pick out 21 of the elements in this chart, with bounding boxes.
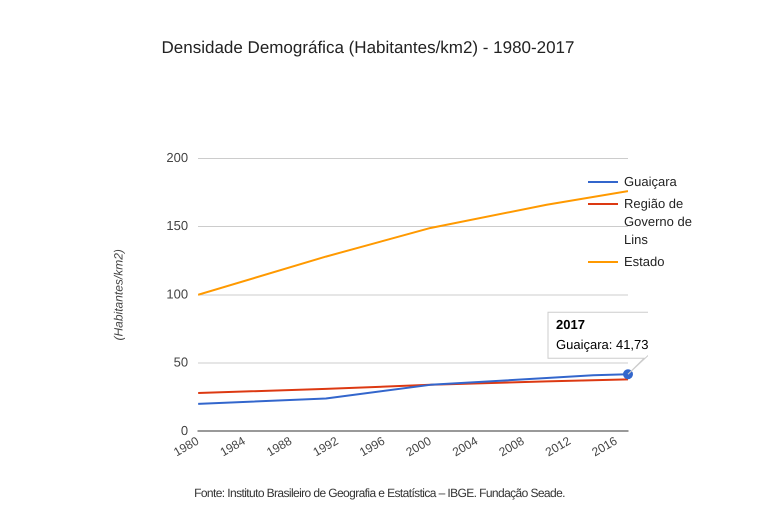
x-tick-label: 2000	[404, 434, 434, 460]
legend-label: Região de Governo de Lins	[624, 195, 693, 249]
x-tick-label: 2016	[589, 434, 620, 460]
x-tick-label: 2012	[542, 434, 574, 460]
x-tick-label: 2004	[450, 434, 480, 460]
x-tick-label: 1988	[264, 434, 294, 460]
y-tick-label: 50	[174, 354, 188, 370]
legend-label: Guaiçara	[624, 173, 678, 191]
y-tick-label: 150	[166, 218, 188, 234]
x-tick-label: 2008	[496, 434, 527, 460]
annotation: Guaiçara: 41,73	[556, 336, 649, 352]
x-tick-label: 1984	[218, 434, 248, 460]
legend-label: Estado	[624, 253, 666, 271]
annotation: 2017	[556, 316, 585, 332]
x-tick-label: 1992	[310, 434, 341, 460]
chart-title: Densidade Demográfica (Habitantes/km2) - 1980-2017	[162, 38, 574, 57]
y-axis-title: (Habitantes/km2)	[112, 249, 126, 340]
source-note: Fonte: Instituto Brasileiro de Geografia e Estatística – IBGE. Fundação Seade.	[193, 486, 566, 500]
y-tick-label: 100	[166, 286, 188, 302]
x-tick-label: 1996	[357, 434, 388, 460]
y-tick-label: 200	[166, 150, 188, 165]
